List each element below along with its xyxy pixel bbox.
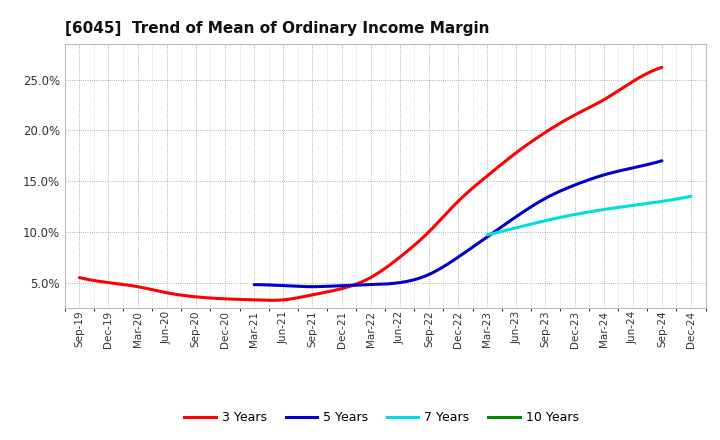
Legend: 3 Years, 5 Years, 7 Years, 10 Years: 3 Years, 5 Years, 7 Years, 10 Years (179, 407, 584, 429)
Text: [6045]  Trend of Mean of Ordinary Income Margin: [6045] Trend of Mean of Ordinary Income … (65, 21, 490, 36)
